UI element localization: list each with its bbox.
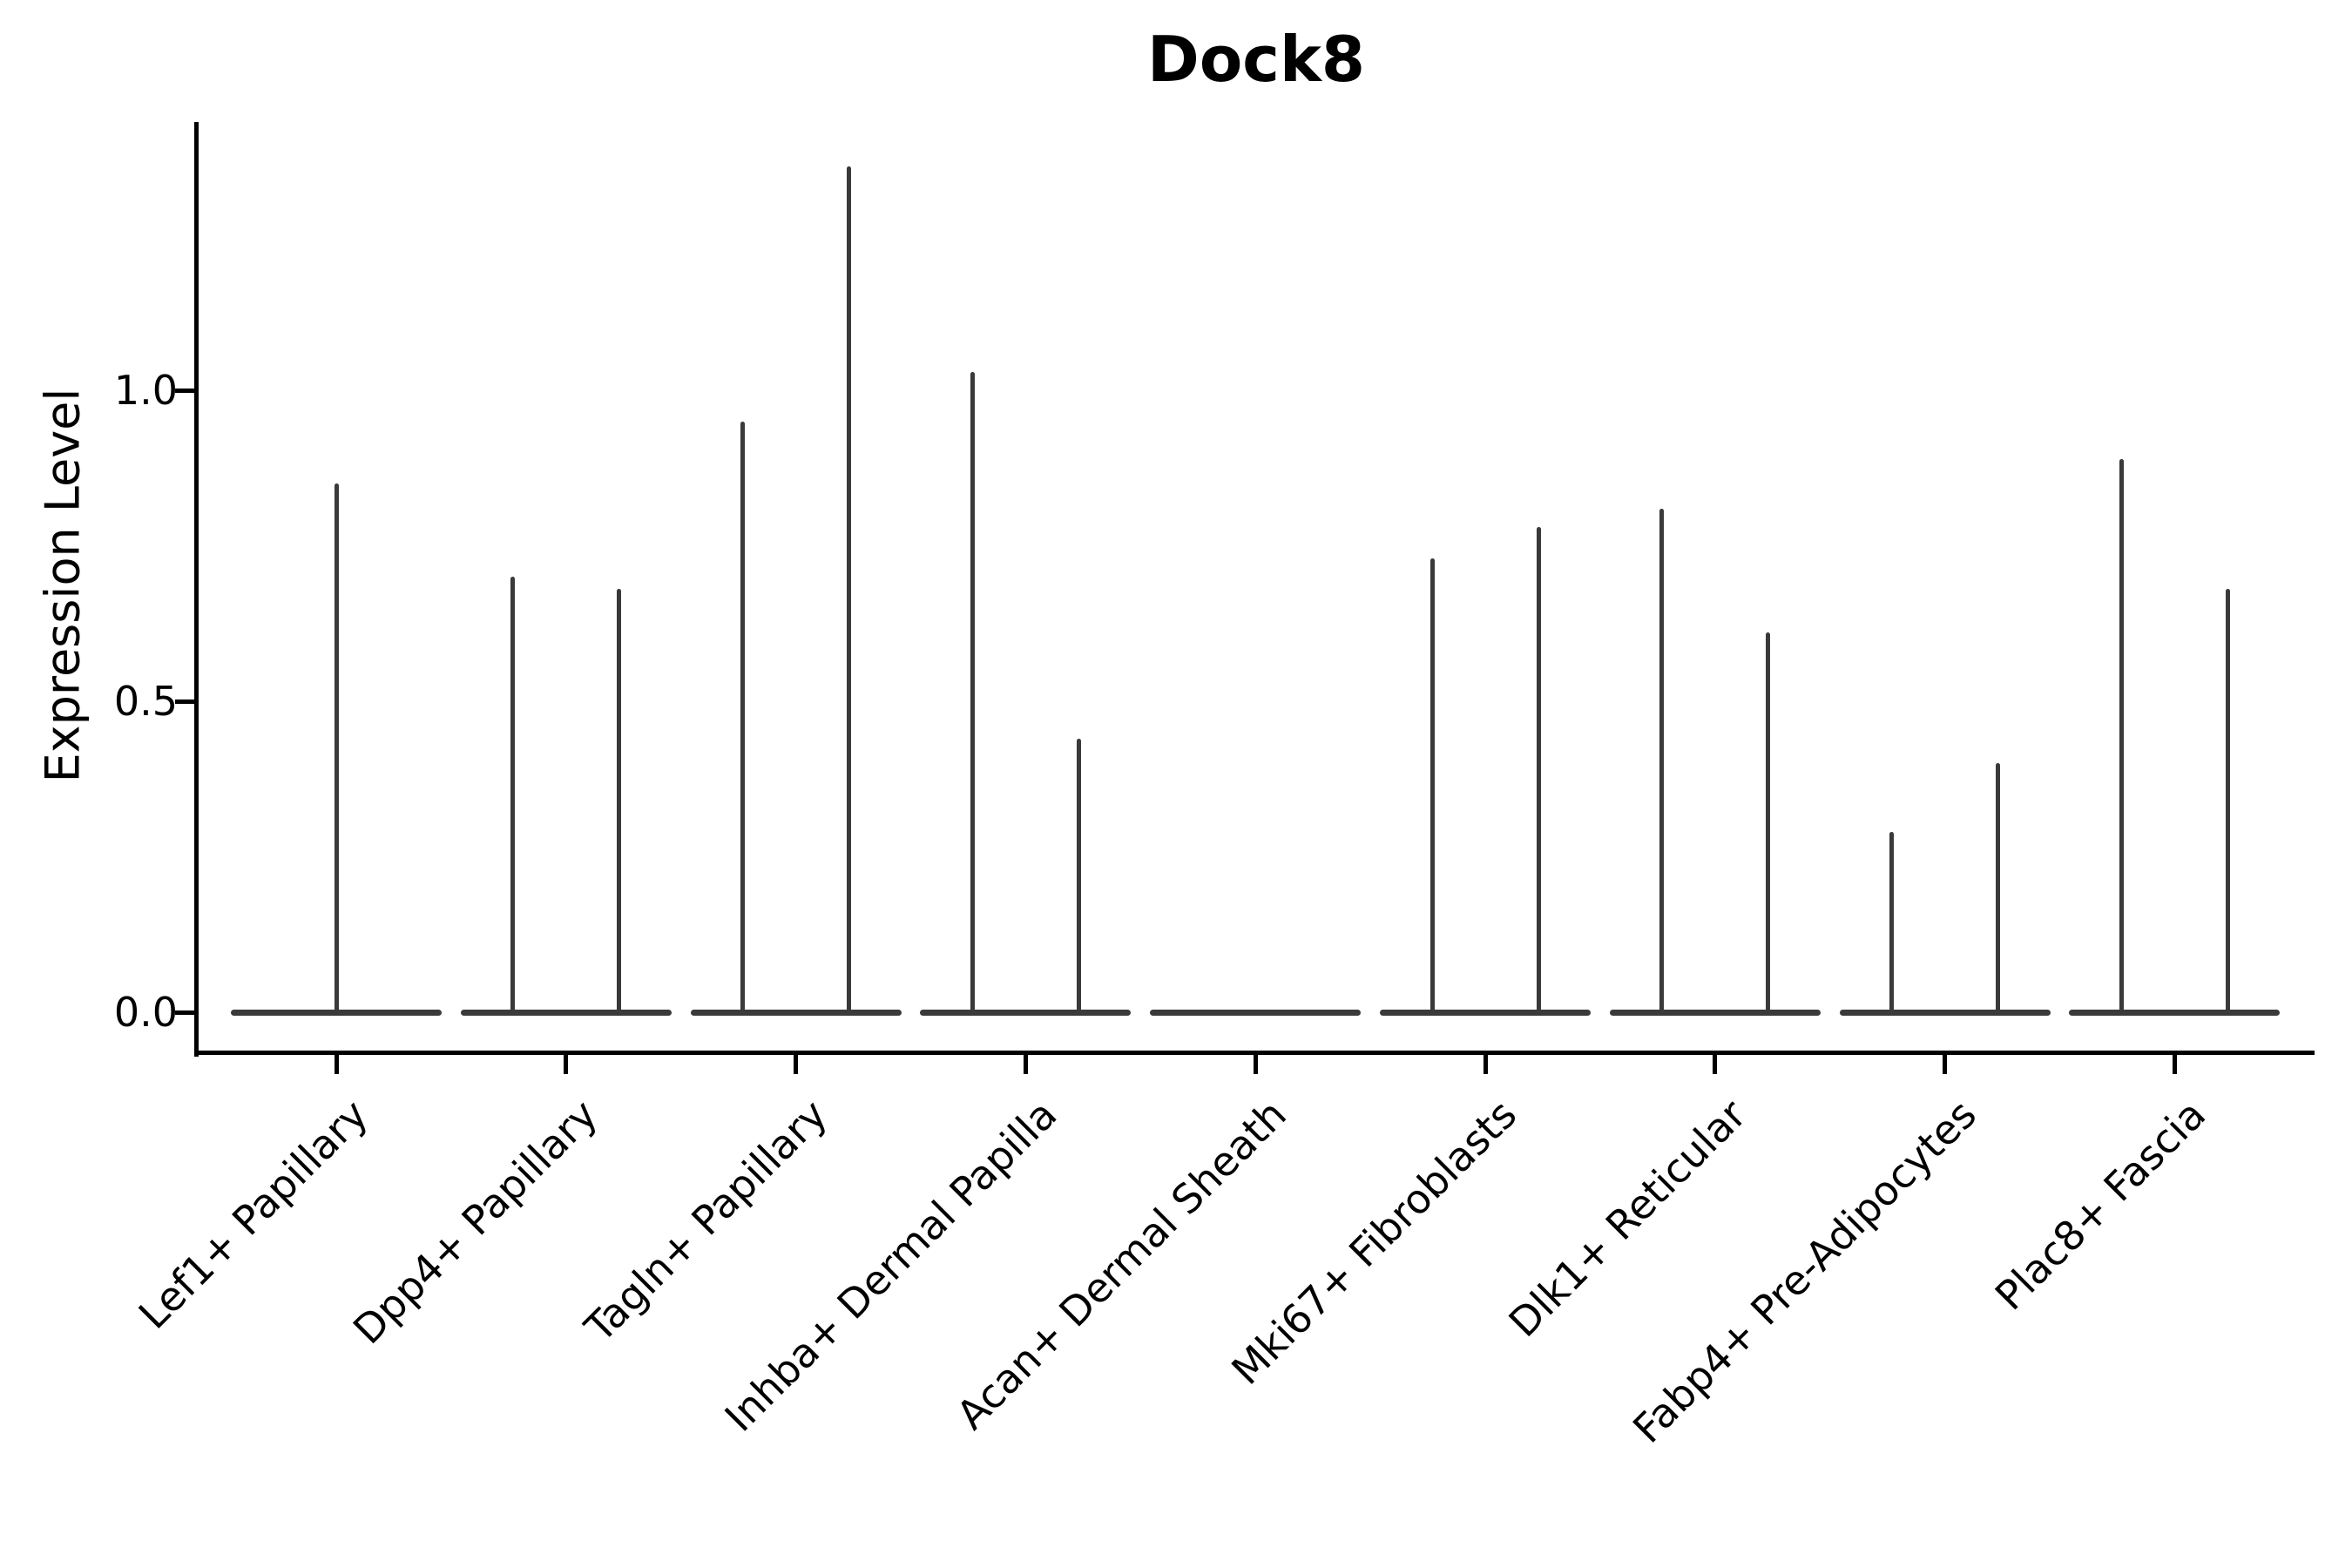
x-tick-label: Plac8+ Fascia <box>1986 1091 2215 1320</box>
violin-spike <box>1429 558 1435 1016</box>
violin-spike <box>334 483 339 1016</box>
violin-spike <box>1536 527 1541 1016</box>
x-tick-mark <box>564 1054 569 1074</box>
violin-baseline <box>690 1009 902 1016</box>
violin-spike <box>970 371 975 1016</box>
violin-spike <box>1889 831 1895 1016</box>
x-tick-mark <box>2172 1054 2177 1074</box>
x-tick-label: Tagln+ Papillary <box>575 1091 836 1351</box>
y-axis-label: Expression Level <box>35 388 91 783</box>
x-tick-mark <box>1483 1054 1488 1074</box>
x-tick-label: Dlk1+ Reticular <box>1499 1091 1755 1347</box>
y-tick-mark <box>175 1010 194 1015</box>
violin-spike <box>1659 508 1665 1016</box>
violin-spike <box>740 421 746 1016</box>
x-tick-label: Dpp4+ Papillary <box>343 1091 606 1354</box>
violin-spike <box>1766 632 1771 1016</box>
y-tick-mark <box>175 388 194 393</box>
x-tick-mark <box>794 1054 799 1074</box>
chart-title: Dock8 <box>1147 23 1365 96</box>
violin-spike <box>1076 738 1081 1016</box>
y-axis-spine <box>194 122 199 1057</box>
violin-spike <box>847 166 852 1016</box>
violin-baseline <box>920 1009 1132 1016</box>
x-tick-label: Lef1+ Papillary <box>129 1091 377 1338</box>
violin-spike <box>510 577 516 1016</box>
x-tick-mark <box>334 1054 339 1074</box>
violin-baseline <box>1609 1009 1821 1016</box>
violin-baseline <box>1839 1009 2051 1016</box>
x-tick-mark <box>1253 1054 1258 1074</box>
violin-baseline <box>460 1009 672 1016</box>
violin-spike <box>1996 763 2001 1016</box>
violin-baseline <box>1150 1009 1362 1016</box>
y-tick-mark <box>175 699 194 704</box>
x-tick-mark <box>1023 1054 1028 1074</box>
violin-baseline <box>2069 1009 2281 1016</box>
violin-spike <box>2225 589 2230 1016</box>
x-tick-mark <box>1943 1054 1948 1074</box>
y-tick-label: 0.5 <box>113 678 178 725</box>
y-tick-label: 1.0 <box>113 367 178 414</box>
violin-spike <box>2119 458 2124 1016</box>
x-axis-spine <box>194 1050 2315 1055</box>
x-tick-mark <box>1713 1054 1718 1074</box>
violin-baseline <box>1380 1009 1591 1016</box>
violin-spike <box>617 589 622 1016</box>
y-tick-label: 0.0 <box>113 989 178 1036</box>
